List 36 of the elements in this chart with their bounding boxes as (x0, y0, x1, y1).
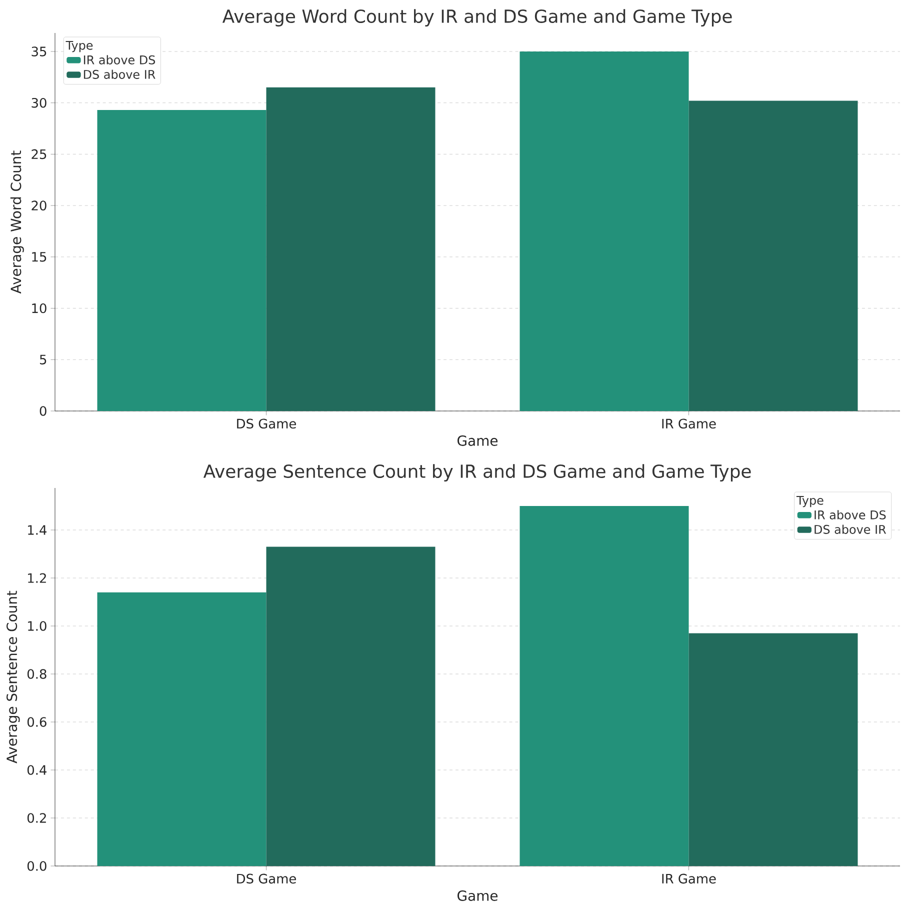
legend-title: Type (796, 496, 824, 508)
chart-title: Average Sentence Count by IR and DS Game and Game Type (203, 464, 751, 482)
bar (97, 592, 266, 866)
x-tick-label: DS Game (237, 874, 296, 884)
bar (266, 546, 436, 866)
y-tick-label: 0.4 (27, 765, 46, 775)
y-tick-label: 1.0 (28, 621, 46, 631)
x-tick-label: IR Game (662, 418, 716, 429)
y-tick-label: 5 (40, 354, 46, 364)
legend-label: DS above IR (814, 524, 886, 534)
x-axis-title: Game (458, 890, 498, 901)
y-tick-label: 15 (32, 252, 46, 262)
y-tick-label: 35 (32, 46, 46, 56)
y-tick-label: 0.2 (27, 813, 46, 823)
y-tick-label: 20 (32, 200, 46, 210)
legend-label: IR above DS (814, 510, 886, 520)
legend-title: Type (66, 40, 93, 52)
y-tick-label: 10 (32, 303, 46, 314)
y-axis-title: Average Sentence Count (6, 590, 20, 764)
y-tick-label: 25 (32, 149, 46, 160)
bar (688, 633, 858, 866)
y-tick-label: 0.6 (27, 717, 46, 727)
y-axis-title: Average Word Count (10, 150, 24, 294)
y-tick-label: 1.4 (28, 525, 46, 535)
y-tick-label: 0.8 (27, 669, 46, 679)
legend-label: DS above IR (84, 70, 156, 79)
y-tick-label: 0 (40, 406, 46, 416)
x-tick-label: IR Game (662, 874, 716, 884)
y-tick-label: 1.2 (28, 573, 46, 583)
x-axis-title: Game (458, 435, 498, 446)
x-tick-label: DS Game (237, 418, 296, 429)
chart-title: Average Word Count by IR and DS Game and Game Type (222, 9, 732, 26)
bar (520, 506, 689, 866)
y-tick-label: 30 (32, 98, 46, 108)
y-tick-label: 0.0 (27, 861, 46, 871)
legend-label: IR above DS (84, 55, 156, 64)
